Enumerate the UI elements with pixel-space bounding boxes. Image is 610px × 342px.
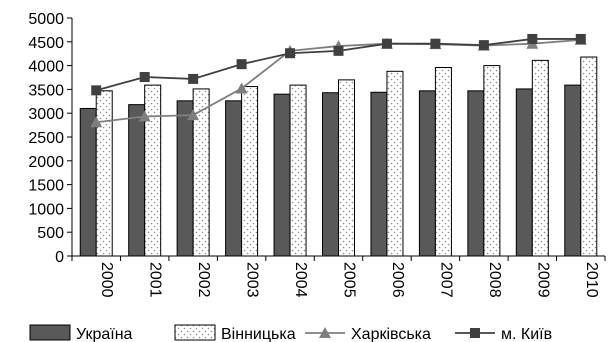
marker-kharkivska [90,116,103,128]
legend-swatch [29,324,71,341]
bar-ukraina [79,107,97,257]
marker-kyiv [139,72,150,83]
marker-kharkivska [187,109,200,121]
bar-vinnytska [338,79,355,257]
bar-ukraina [467,90,485,257]
marker-kyiv [236,59,247,70]
legend-label: м. Київ [501,326,552,342]
bar-ukraina [564,84,582,257]
bar-vinnytska [531,59,549,257]
marker-kyiv [91,85,102,96]
y-tick-label: 3500 [28,82,64,99]
x-tick-label: 2010 [583,262,600,298]
y-tick-label: 2500 [28,130,64,147]
x-tick-label: 2003 [244,262,261,298]
bars [79,56,598,257]
lines [90,33,587,128]
legend-label: Харківська [351,326,431,342]
bar-ukraina [370,91,388,257]
x-tick-label: 2009 [534,262,551,298]
bar-vinnytska [483,65,501,257]
y-tick-label: 2000 [28,154,64,171]
y-tick-label: 4500 [28,35,64,52]
bar-ukraina [322,92,339,257]
marker-kyiv [285,48,296,59]
bar-ukraina [225,100,243,257]
bar-vinnytska [434,67,452,257]
x-tick-label: 2001 [147,262,164,298]
y-tick-label: 5000 [28,11,64,28]
x-tick-label: 2000 [98,262,115,298]
bar-ukraina [128,104,146,257]
marker-kyiv [430,38,441,49]
x-tick-label: 2006 [389,262,406,298]
marker-kyiv [188,73,199,84]
legend-label: Вінницька [221,326,296,342]
marker-kharkivska [235,82,248,94]
marker-kyiv [381,38,392,49]
legend-swatch [174,324,216,341]
marker-kyiv [575,33,586,44]
x-axis: 2000 2001 2002 2003 2004 2005 2006 2007 2008 2009… [71,255,606,298]
legend-label: Україна [76,326,133,342]
marker-kharkivska [138,110,151,122]
legend-marker [319,327,331,338]
x-tick-label: 2005 [341,262,358,298]
marker-kyiv [333,45,344,56]
bar-vinnytska [95,90,113,257]
bar-vinnytska [580,56,598,257]
x-tick-label: 2007 [437,262,454,298]
y-tick-label: 1000 [28,201,64,218]
bar-ukraina [176,100,194,257]
x-tick-label: 2002 [195,262,212,298]
y-tick-label: 500 [37,225,64,242]
y-tick-label: 0 [55,249,64,266]
bar-ukraina [515,88,533,257]
marker-kyiv [478,40,489,51]
x-tick-label: 2004 [292,262,309,298]
legend-marker [470,328,480,338]
bar-vinnytska [241,86,259,257]
bar-ukraina [418,90,436,257]
bar-vinnytska [386,70,404,257]
y-tick-label: 1500 [28,178,64,195]
y-tick-label: 4000 [28,59,64,76]
bar-vinnytska [144,84,162,257]
y-axis: 0 500 1000 1500 2000 2500 3000 3500 4000 4500 5000 [28,11,73,266]
marker-kyiv [527,33,538,44]
y-tick-label: 3000 [28,106,64,123]
x-tick-label: 2008 [486,262,503,298]
legend: Україна Вінницька Харківська м. Київ [29,324,552,342]
bar-vinnytska [192,88,210,257]
bar-ukraina [273,93,291,257]
bar-vinnytska [289,84,307,257]
